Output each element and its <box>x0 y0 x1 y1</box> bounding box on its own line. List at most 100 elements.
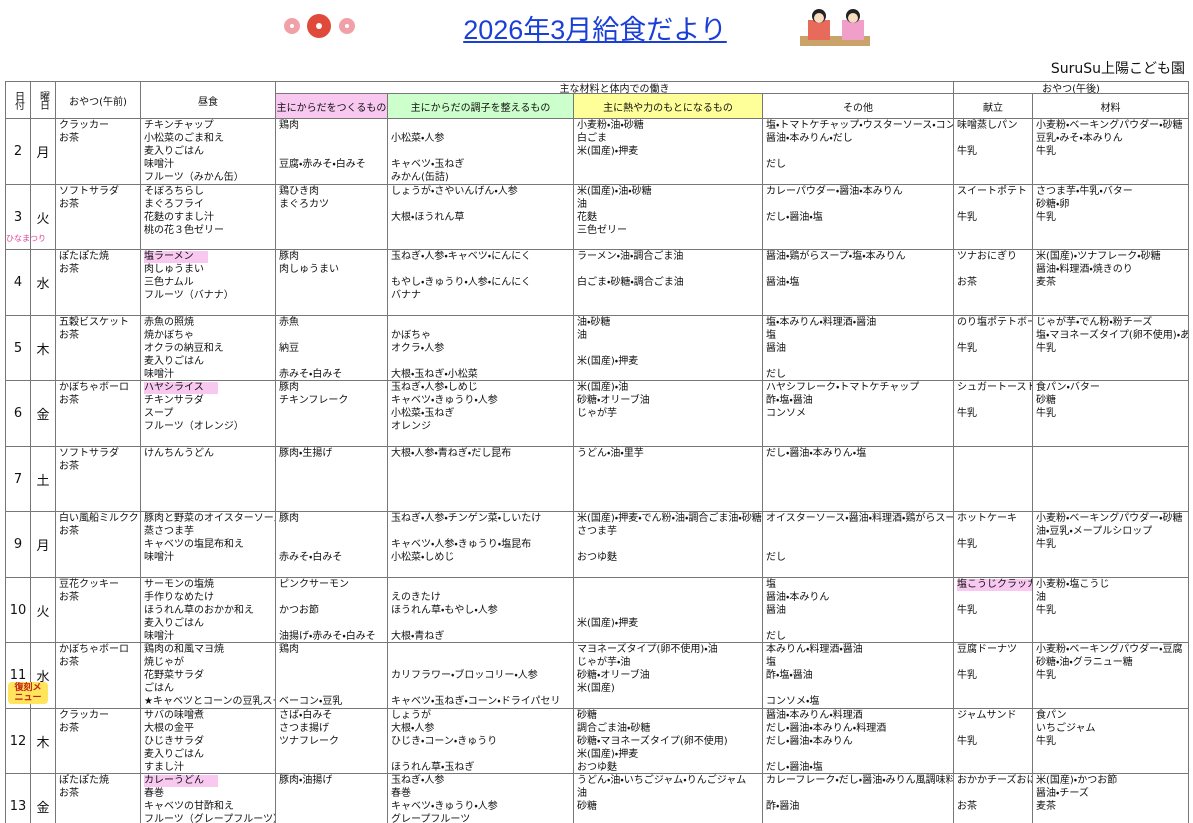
cell: シュガートースト 牛乳 <box>953 380 1033 447</box>
date: 10 <box>5 577 31 643</box>
cell: 食パンいちごジャム 牛乳 <box>1032 708 1189 774</box>
cell-line: かぼちゃボーロ <box>59 382 129 393</box>
cell-line: カレーパウダー・醤油・本みりん <box>766 186 903 197</box>
cell: 鶏肉 豆腐・赤みそ・白みそ <box>275 118 388 185</box>
cell: 玉ねぎ・人参・チンゲン菜・しいたけ キャベツ・人参・きゅうり・塩昆布 小松菜・しめじ <box>387 511 574 578</box>
cell-line: キャベツの塩昆布和え <box>144 539 244 550</box>
cell-line: 米(国産)・ツナフレーク・砂糖 <box>1036 251 1161 262</box>
cell-line: 牛乳 <box>1036 736 1056 747</box>
date: 6 <box>5 380 31 447</box>
cell-line: だし・醤油・本みりん・料理酒 <box>766 723 887 734</box>
cell: うどん・油・里芋 <box>573 446 763 512</box>
cell-line: 小麦粉・塩こうじ <box>1036 579 1110 590</box>
cell-line: 油・豆乳・メープルシロップ <box>1036 526 1153 537</box>
cell-line: キャベツ・玉ねぎ <box>391 159 465 170</box>
cell-line: ベーコン・豆乳 <box>279 696 343 707</box>
cell-line: 白ごま・砂糖・調合ごま油 <box>577 277 684 288</box>
cell: 豚肉・生揚げ <box>275 446 388 512</box>
cell-line: かつお節 <box>279 605 319 616</box>
cell: 米(国産)・ツナフレーク・砂糖 醤油・料理酒・焼きのり 麦茶 <box>1032 249 1189 316</box>
cell-line: 砂糖 <box>1036 395 1056 406</box>
cell-line: 小麦粉・ベーキングパウダー・豆腐 <box>1036 644 1183 655</box>
cell-line: 砂糖 <box>577 801 597 812</box>
cell-line: 玉ねぎ・人参・キャベツ・にんにく <box>391 251 531 262</box>
cell: カレーうどん 春巻 キャベツの甘酢和え フルーツ（グレープフルーツ） <box>140 773 276 823</box>
cell-line: まぐろカツ <box>279 199 329 210</box>
cell-line: 豆乳・みそ・本みりん <box>1036 133 1123 144</box>
column-header: 献立 <box>953 93 1033 119</box>
cell-line: いちごジャム <box>1036 723 1096 734</box>
cell-line: お茶 <box>59 723 79 734</box>
cell-line: 鶏肉 <box>279 644 299 655</box>
cell: かぼちゃ オクラ・人参 大根・玉ねぎ・小松菜 <box>387 315 574 381</box>
cell-line: ぽたぽた焼 <box>59 775 109 786</box>
cell-line: 味噌汁 <box>144 159 174 170</box>
cell-line: 春巻 <box>391 788 411 799</box>
cell-line: 赤魚の照焼 <box>144 317 194 328</box>
cell-line: 豚肉と野菜のオイスターソース丼 <box>144 513 275 524</box>
cell: ラーメン・油・調合ごま油 白ごま・砂糖・調合ごま油 <box>573 249 763 316</box>
cell-line: 麦入りごはん <box>144 356 204 367</box>
cell-line: 五穀ビスケット <box>59 317 129 328</box>
cell: クラッカー お茶 <box>55 708 141 774</box>
date: 12 <box>5 708 31 774</box>
cell-line: オクラ・人参 <box>391 343 445 354</box>
cell-line: 食パン <box>1036 710 1067 721</box>
cell-line: スイートポテト <box>957 186 1027 197</box>
event-note: ひなまつり <box>6 234 46 243</box>
cell-line: ソフトサラダ <box>59 448 119 459</box>
cell: 塩醤油・本みりん 醤油 だし <box>762 577 954 643</box>
cell-line: ひじきサラダ <box>144 736 204 747</box>
weekday: 金 <box>30 380 56 447</box>
cell: 塩・本みりん・料理酒・醤油塩醤油 だし <box>762 315 954 381</box>
cell-line: 塩・本みりん・料理酒・醤油 <box>766 317 877 328</box>
cell: 鶏肉 ベーコン・豆乳 <box>275 642 388 709</box>
cell-line: 牛乳 <box>957 343 977 354</box>
cell: さば・白みそ さつま揚げ ツナフレーク <box>275 708 388 774</box>
cell-line: 米(国産)・かつお節 <box>1036 775 1118 786</box>
cell-line: サーモンの塩焼 <box>144 579 214 590</box>
cell: カレーパウダー・醤油・本みりん だし・醤油・塩 <box>762 184 954 250</box>
column-header: おやつ(午前) <box>55 81 141 119</box>
cell-line: 牛乳 <box>957 539 977 550</box>
cell-line: 豆花クッキー <box>59 579 119 590</box>
cell-line: 麦入りごはん <box>144 146 204 157</box>
cell: ピンクサーモン かつお節 油揚げ・赤みそ・白みそ <box>275 577 388 643</box>
cell-line: 米(国産)・押麦 <box>577 618 639 629</box>
cell-line: お茶 <box>59 330 79 341</box>
cell: かぼちゃボーロ お茶 <box>55 380 141 447</box>
cell-line: 豆腐・赤みそ・白みそ <box>279 159 366 170</box>
weekday: 月 <box>30 118 56 185</box>
cell: のり塩ポテトボール牛乳 <box>953 315 1033 381</box>
cell-line: 醤油・本みりん・料理酒 <box>766 710 863 721</box>
cell: しょうが 大根・人参 ひじき・コーン・きゅうり ほうれん草・玉ねぎ <box>387 708 574 774</box>
column-header: 主に熱や力のもとになるもの <box>573 93 763 119</box>
cell-line: 大根・人参・青ねぎ・だし昆布 <box>391 448 512 459</box>
cell-line: 豚肉 <box>279 513 299 524</box>
date: 2 <box>5 118 31 185</box>
cell: おかかチーズおにぎりお茶 <box>953 773 1033 823</box>
cell: 米(国産)・押麦 <box>573 577 763 643</box>
cell: 米(国産)・油 砂糖・オリーブ油 じゃが芋 <box>573 380 763 447</box>
cell: カレーフレーク・だし・醤油・みりん風調味料 酢・醤油 <box>762 773 954 823</box>
cell-line: 塩・マヨネーズタイプ(卵不使用)・あおさのり <box>1036 330 1188 341</box>
cell-line: キャベツ・人参・きゅうり・塩昆布 <box>391 539 532 550</box>
cell: 砂糖 調合ごま油・砂糖 砂糖・マヨネーズタイプ(卵不使用) 米(国産)・押麦 おつゆ麩 <box>573 708 763 774</box>
cell-line: だし・醤油・本みりん・塩 <box>766 448 867 459</box>
cell-line: キャベツ・玉ねぎ・コーン・ドライパセリ <box>391 696 561 707</box>
cell-line: 大根・玉ねぎ・小松菜 <box>391 369 478 380</box>
cell-line: 油 <box>1036 592 1046 603</box>
cell-line: ホットケーキ <box>957 513 1017 524</box>
cell-line: 醤油・鶏がらスープ・塩・本みりん <box>766 251 906 262</box>
cell-line: 小麦粉・ベーキングパウダー・砂糖 <box>1036 513 1183 524</box>
cell: 小麦粉・ベーキングパウダー・豆腐 砂糖・油・グラニュー糖 牛乳 <box>1032 642 1189 709</box>
cell-line: 豚肉・生揚げ <box>279 448 333 459</box>
cell-line: ほうれん草・玉ねぎ <box>391 762 475 773</box>
cell-line: お茶 <box>59 199 79 210</box>
cell-line: 春巻 <box>144 788 164 799</box>
cell: 本みりん・料理酒・醤油塩酢・塩・醤油 コンソメ・塩 <box>762 642 954 709</box>
cell-line: 玉ねぎ・人参 <box>391 775 445 786</box>
cell-line: 赤みそ・白みそ <box>279 369 343 380</box>
cell-line: さば・白みそ <box>279 710 333 721</box>
cell-line: 塩ラーメン <box>144 251 208 263</box>
